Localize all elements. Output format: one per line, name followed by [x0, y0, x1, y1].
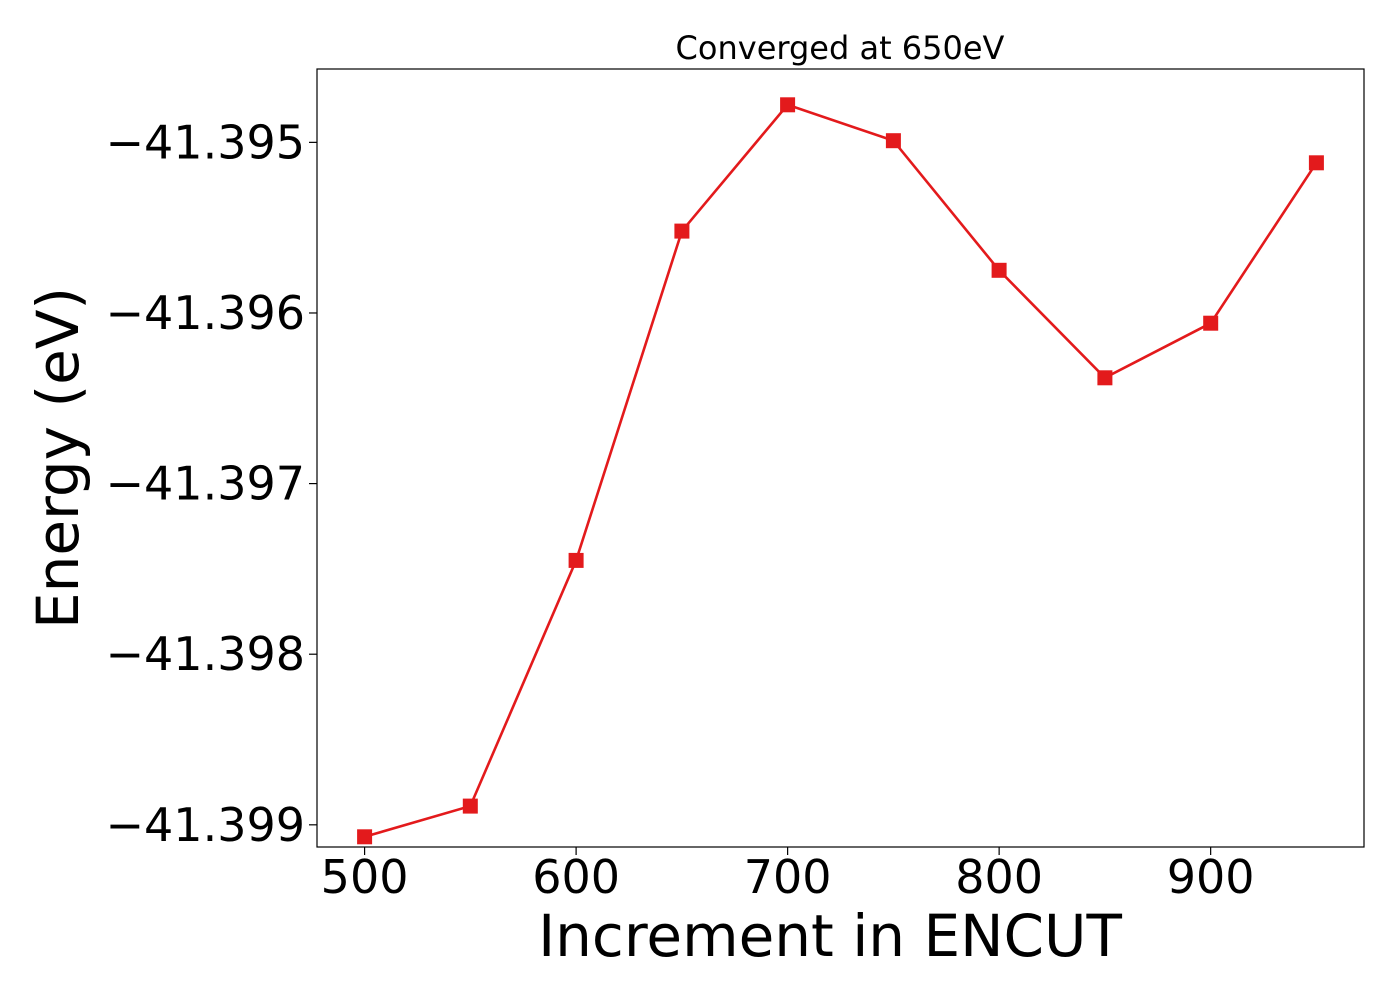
x-tick-label: 500	[321, 850, 409, 904]
series-line	[364, 103, 1318, 839]
chart-title: Converged at 650eV	[676, 29, 1005, 67]
y-tick-label: −41.395	[106, 115, 306, 169]
plot-frame	[316, 68, 1365, 848]
data-point-marker	[568, 552, 584, 568]
data-point-marker	[357, 829, 373, 845]
data-point-marker	[1097, 370, 1113, 386]
x-tick-label: 800	[955, 850, 1043, 904]
data-point-marker	[991, 262, 1007, 278]
x-axis: 500 600 700 800 900	[321, 847, 1255, 904]
data-point-marker	[780, 97, 796, 113]
data-point-marker	[1203, 315, 1219, 331]
y-tick-label: −41.399	[106, 798, 306, 852]
x-tick-label: 700	[744, 850, 832, 904]
data-point-marker	[674, 223, 690, 239]
data-point-marker	[1308, 155, 1324, 171]
x-tick-label: 900	[1167, 850, 1255, 904]
y-tick-label: −41.396	[106, 286, 306, 340]
plot-area	[357, 97, 1324, 845]
x-tick-label: 600	[532, 850, 620, 904]
y-axis-label: Energy (eV)	[24, 287, 92, 629]
x-axis-label: Increment in ENCUT	[538, 902, 1122, 970]
data-point-marker	[462, 798, 478, 814]
data-point-marker	[885, 133, 901, 149]
y-tick-label: −41.398	[106, 627, 306, 681]
y-tick-label: −41.397	[106, 457, 306, 511]
y-axis: −41.395 −41.396 −41.397 −41.398 −41.399	[106, 115, 317, 852]
